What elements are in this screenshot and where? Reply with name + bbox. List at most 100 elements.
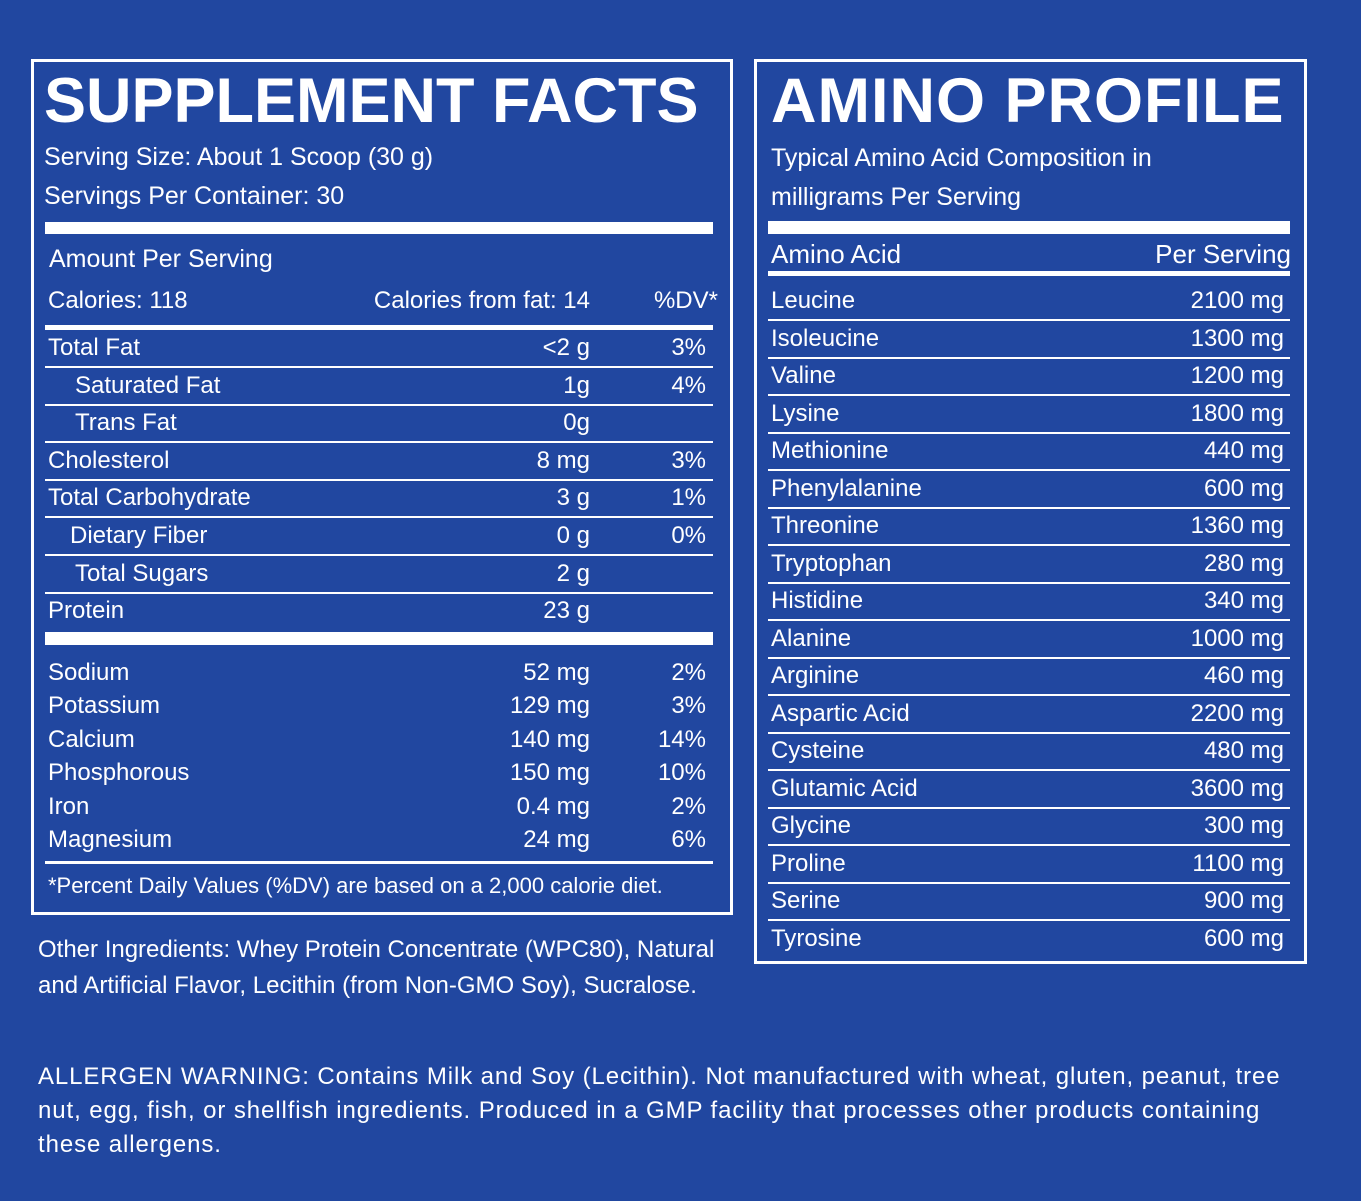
amino-amount: 440 mg xyxy=(1203,437,1284,464)
amino-amount: 280 mg xyxy=(1203,549,1284,577)
row-rule xyxy=(768,506,1290,509)
amino-amount: 2200 mg xyxy=(1190,699,1284,727)
servings-per-container: Servings Per Container: 30 xyxy=(44,182,345,210)
row-rule xyxy=(768,731,1290,734)
amino-amount: 3600 mg xyxy=(1190,774,1284,802)
row-rule xyxy=(45,441,713,444)
amount-per-serving: Amount Per Serving xyxy=(49,245,273,273)
mineral-amount: 129 mg xyxy=(509,692,590,720)
amino-name: Glycine xyxy=(771,812,852,839)
mineral-amount: 0.4 mg xyxy=(516,792,590,820)
amino-amount: 1360 mg xyxy=(1190,512,1284,539)
amino-name: Lysine xyxy=(771,399,840,427)
footnote: *Percent Daily Values (%DV) are based on… xyxy=(48,873,663,898)
nutrient-name: Cholesterol xyxy=(48,446,170,474)
row-rule xyxy=(768,581,1290,584)
row-rule xyxy=(45,591,713,594)
row-rule xyxy=(768,431,1290,434)
amino-amount: 300 mg xyxy=(1203,812,1284,839)
nutrient-name: Saturated Fat xyxy=(75,371,221,399)
amino-name: Proline xyxy=(771,849,846,877)
nutrient-dv: 3% xyxy=(671,446,706,474)
nutrient-amount: 3 g xyxy=(556,484,590,512)
row-rule xyxy=(45,554,713,556)
divider xyxy=(45,222,713,234)
divider xyxy=(45,632,713,645)
nutrient-name: Total Carbohydrate xyxy=(48,484,251,512)
amino-name: Glutamic Acid xyxy=(771,774,918,802)
nutrient-amount: 2 g xyxy=(556,559,590,587)
mineral-name: Calcium xyxy=(48,725,135,753)
mineral-name: Sodium xyxy=(48,659,130,686)
row-rule xyxy=(768,806,1290,809)
amino-name: Histidine xyxy=(771,587,864,614)
nutrient-amount: 0 g xyxy=(556,522,590,549)
amino-profile-panel xyxy=(754,59,1307,964)
amino-name: Aspartic Acid xyxy=(771,699,910,727)
row-rule xyxy=(45,516,713,519)
supplement-facts-panel xyxy=(31,59,733,915)
mineral-dv: 14% xyxy=(657,725,706,753)
amino-amount: 600 mg xyxy=(1203,924,1284,952)
amino-amount: 1200 mg xyxy=(1190,362,1284,389)
row-rule xyxy=(45,478,713,481)
row-rule xyxy=(768,919,1290,921)
row-rule xyxy=(768,656,1290,659)
mineral-amount: 52 mg xyxy=(523,659,590,686)
nutrient-dv: 1% xyxy=(671,484,706,512)
nutrient-name: Protein xyxy=(48,597,125,625)
nutrient-name: Total Fat xyxy=(48,334,141,361)
row-rule xyxy=(768,394,1290,396)
amino-amount: 480 mg xyxy=(1203,737,1284,764)
mineral-dv: 10% xyxy=(657,759,706,787)
amino-name: Methionine xyxy=(771,437,889,464)
mineral-amount: 24 mg xyxy=(523,826,590,853)
amino-name: Serine xyxy=(771,887,841,914)
mineral-name: Phosphorous xyxy=(48,759,190,787)
divider xyxy=(768,221,1290,234)
mineral-amount: 150 mg xyxy=(509,759,590,787)
mineral-name: Iron xyxy=(48,792,90,820)
mineral-dv: 6% xyxy=(671,826,706,853)
row-rule xyxy=(45,403,713,406)
row-rule xyxy=(768,619,1290,621)
amino-name: Tyrosine xyxy=(771,924,862,952)
panel-title: AMINO PROFILE xyxy=(771,66,1285,136)
row-rule xyxy=(768,469,1290,471)
amino-name: Valine xyxy=(771,362,836,389)
divider xyxy=(45,861,713,864)
mineral-dv: 3% xyxy=(671,692,706,720)
amino-amount: 2100 mg xyxy=(1190,287,1284,314)
amino-amount: 1800 mg xyxy=(1190,399,1284,427)
nutrient-amount: 1g xyxy=(563,371,590,399)
amino-amount: 340 mg xyxy=(1203,587,1284,614)
row-rule xyxy=(768,844,1290,846)
nutrient-amount: <2 g xyxy=(542,334,590,361)
mineral-dv: 2% xyxy=(671,659,706,686)
nutrient-amount: 23 g xyxy=(543,597,590,625)
divider xyxy=(45,325,713,330)
amino-name: Alanine xyxy=(771,624,852,652)
column-header: Amino Acid xyxy=(771,239,902,269)
calories: Calories: 118 xyxy=(48,287,188,314)
nutrient-dv: 4% xyxy=(671,371,706,399)
column-header: Per Serving xyxy=(1155,239,1291,269)
amino-amount: 1100 mg xyxy=(1192,849,1284,877)
calories-from-fat: Calories from fat: 14 xyxy=(373,287,590,314)
allergen-warning: ALLERGEN WARNING: Contains Milk and Soy … xyxy=(38,1063,1281,1158)
row-rule xyxy=(768,881,1290,884)
amino-name: Threonine xyxy=(771,512,880,539)
nutrient-name: Trans Fat xyxy=(75,409,177,437)
serving-size: Serving Size: About 1 Scoop (30 g) xyxy=(44,143,434,171)
row-rule xyxy=(768,769,1290,771)
amino-name: Arginine xyxy=(771,662,860,689)
nutrient-amount: 8 mg xyxy=(536,446,590,474)
amino-amount: 600 mg xyxy=(1203,474,1284,502)
mineral-name: Magnesium xyxy=(48,826,173,853)
row-rule xyxy=(768,356,1290,359)
amino-amount: 460 mg xyxy=(1203,662,1284,689)
amino-amount: 900 mg xyxy=(1203,887,1284,914)
row-rule xyxy=(768,694,1290,696)
other-ingredients: Other Ingredients: Whey Protein Concentr… xyxy=(38,936,715,999)
